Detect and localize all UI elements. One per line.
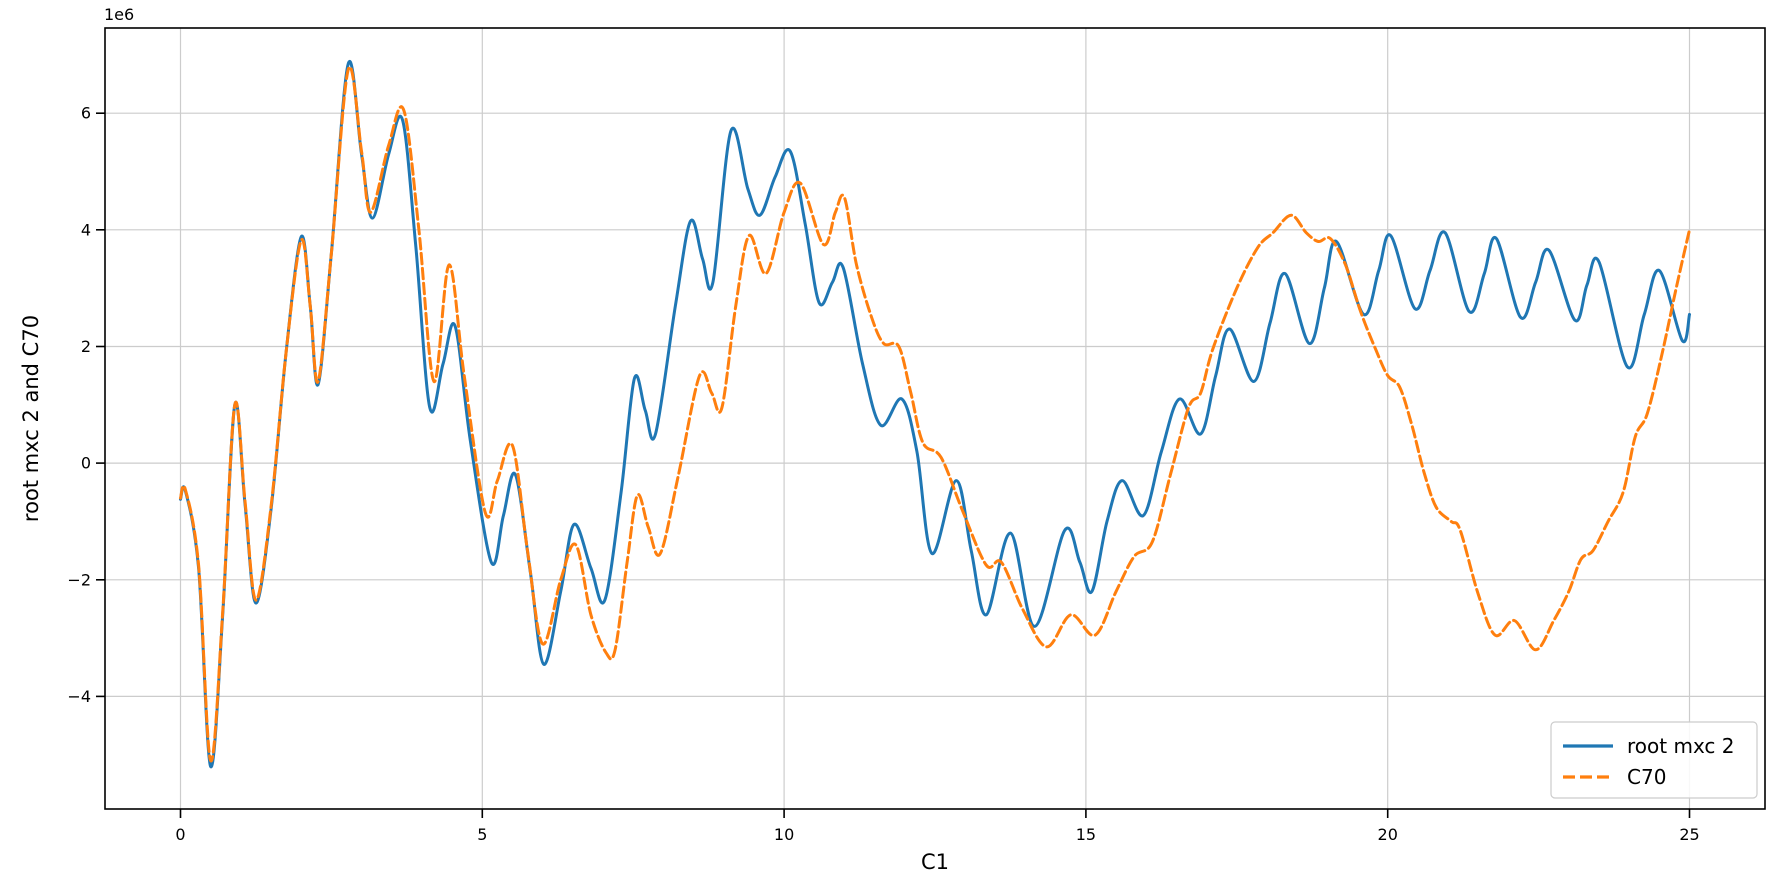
y-tick-label: 4 <box>81 220 91 239</box>
tick-label-layer: 0 5 10 15 20 25 −4 −2 0 2 4 6 <box>67 104 1699 844</box>
x-tick-label: 0 <box>175 825 185 844</box>
x-tick-label: 15 <box>1076 825 1096 844</box>
y-axis-label: root mxc 2 and C70 <box>19 315 43 522</box>
series-layer <box>179 59 1691 768</box>
plot-area-border <box>104 27 1766 810</box>
x-tick-label: 20 <box>1378 825 1398 844</box>
x-tick-label: 25 <box>1679 825 1699 844</box>
y-tick-label: −2 <box>67 570 91 589</box>
x-tick-label: 5 <box>477 825 487 844</box>
legend-label-c70: C70 <box>1627 765 1666 789</box>
legend-label-root-mxc-2: root mxc 2 <box>1627 734 1735 758</box>
y-tick-label: 0 <box>81 454 91 473</box>
legend-frame <box>1550 721 1758 799</box>
tick-layer <box>96 112 1691 818</box>
legend: root mxc 2 C70 <box>1550 721 1758 799</box>
series-c70-line <box>179 65 1691 763</box>
y-tick-label: 2 <box>81 337 91 356</box>
grid-layer <box>105 28 1765 809</box>
y-tick-label: −4 <box>67 687 91 706</box>
series-root-mxc-2-line <box>179 59 1691 768</box>
y-tick-label: 6 <box>81 104 91 123</box>
x-axis-label: C1 <box>921 850 949 874</box>
x-tick-label: 10 <box>774 825 794 844</box>
y-axis-offset-label: 1e6 <box>104 5 134 24</box>
